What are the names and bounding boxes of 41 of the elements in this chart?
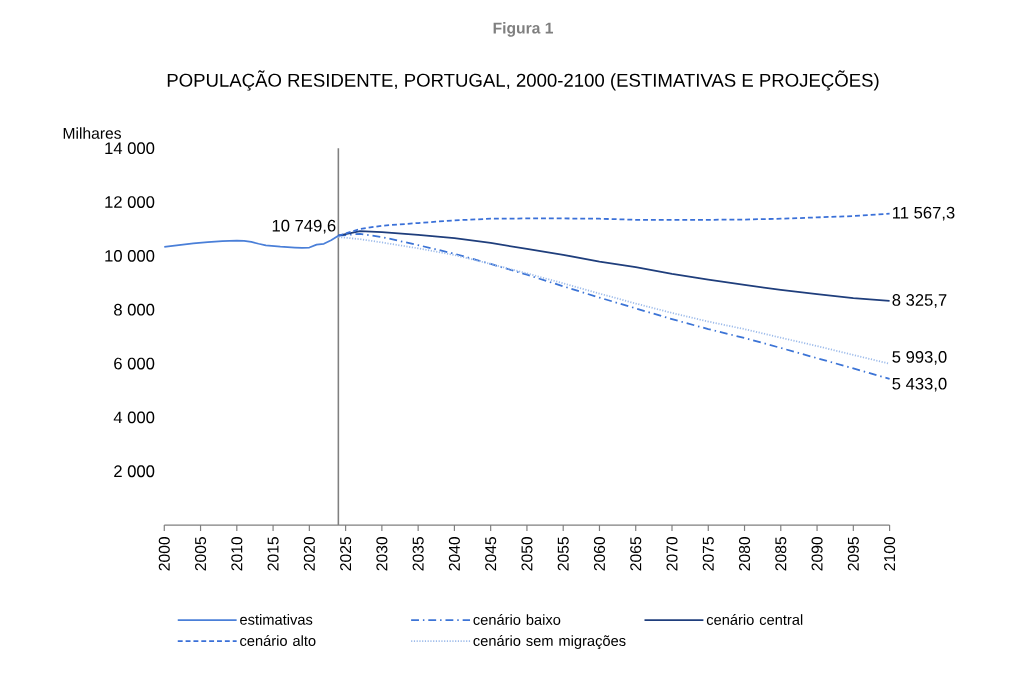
chart-subtitle: POPULAÇÃO RESIDENTE, PORTUGAL, 2000-2100 (ESTIMATIVAS E PROJEÇÕES) [167, 70, 879, 91]
x-tick-label: 2055 [557, 536, 569, 571]
x-tick-label: 2100 [884, 536, 896, 571]
legend-label: cenário sem migrações [473, 634, 626, 649]
data-label: 11 567,3 [893, 206, 955, 221]
data-label: 8 325,7 [892, 293, 947, 308]
y-tick-label: 2 000 [114, 465, 155, 477]
x-tick-label: 2035 [412, 536, 424, 571]
x-tick-label: 2075 [702, 536, 714, 571]
x-tick-label: 2040 [448, 536, 460, 571]
x-tick-label: 2090 [811, 536, 823, 571]
x-tick-label: 2015 [267, 536, 279, 571]
y-tick-label: 10 000 [105, 249, 155, 262]
x-tick-label: 2050 [521, 536, 533, 571]
x-tick-label: 2065 [630, 536, 642, 571]
x-tick-label: 2025 [340, 536, 352, 571]
x-tick-label: 2000 [158, 536, 170, 571]
y-axis-title: Milhares [63, 127, 121, 139]
x-tick-label: 2030 [376, 536, 388, 571]
x-tick-label: 2045 [485, 536, 497, 571]
y-tick-label: 4 000 [113, 411, 155, 424]
x-tick-label: 2060 [593, 536, 606, 571]
x-tick-label: 2080 [739, 536, 751, 571]
data-label: 10 749,6 [272, 219, 336, 234]
legend-label: cenário alto [240, 634, 316, 646]
legend-label: cenário central [706, 613, 803, 625]
y-tick-label: 14 000 [105, 142, 155, 154]
x-tick-label: 2005 [195, 536, 207, 571]
y-tick-label: 12 000 [105, 196, 155, 208]
legend-label: estimativas [240, 613, 313, 625]
y-tick-label: 8 000 [114, 303, 155, 316]
x-tick-label: 2070 [666, 536, 678, 571]
data-label: 5 433,0 [892, 377, 947, 392]
y-tick-label: 6 000 [114, 357, 155, 370]
x-tick-label: 2085 [775, 536, 787, 571]
x-tick-label: 2095 [847, 536, 859, 571]
data-label: 5 993,0 [892, 350, 947, 365]
legend-label: cenário baixo [473, 613, 561, 625]
x-tick-label: 2010 [231, 536, 243, 571]
chart-title: Figura 1 [493, 21, 553, 37]
x-tick-label: 2020 [303, 536, 315, 571]
